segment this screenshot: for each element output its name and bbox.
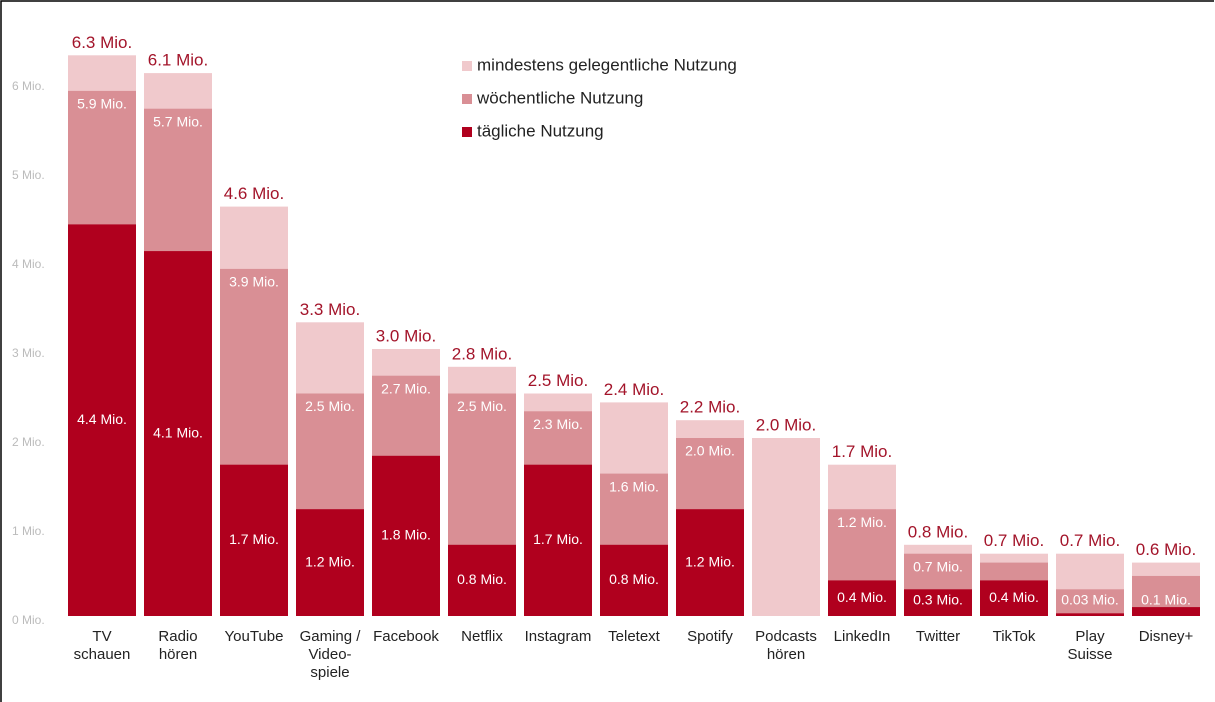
value-label: 2.4 Mio. — [604, 380, 664, 399]
value-label: 2.5 Mio. — [528, 371, 588, 390]
x-tick-label: Twitter — [915, 628, 961, 645]
legend-label: tägliche Nutzung — [477, 121, 604, 140]
bar — [296, 509, 364, 616]
value-label: 0.1 Mio. — [1141, 592, 1191, 608]
value-label: 0.8 Mio. — [457, 571, 507, 587]
value-label: 1.2 Mio. — [305, 553, 355, 569]
x-tick-label: TikTok — [992, 628, 1036, 645]
legend-swatch — [462, 94, 472, 104]
x-tick-label: YouTube — [224, 628, 284, 645]
bar — [220, 464, 288, 616]
value-label: 1.7 Mio. — [832, 442, 892, 461]
value-label: 2.3 Mio. — [533, 416, 583, 432]
bar — [524, 464, 592, 616]
value-label: 1.8 Mio. — [381, 527, 431, 543]
y-tick-label: 0 Mio. — [12, 613, 45, 627]
bar — [752, 438, 820, 616]
x-tick-label: TV schauen — [73, 628, 131, 663]
x-tick-label: Netflix — [461, 628, 503, 645]
value-label: 2.0 Mio. — [685, 443, 735, 459]
x-tick-label: Gaming / Video-spiele — [299, 628, 361, 681]
x-tick-label: Instagram — [524, 628, 592, 645]
value-label: 0.8 Mio. — [908, 522, 968, 541]
bar — [828, 580, 896, 616]
value-label: 1.7 Mio. — [229, 531, 279, 547]
x-tick-label: Spotify — [687, 628, 733, 645]
bar — [1132, 607, 1200, 616]
value-label: 2.7 Mio. — [381, 380, 431, 396]
value-label: 1.2 Mio. — [685, 553, 735, 569]
value-label: 2.5 Mio. — [457, 398, 507, 414]
value-label: 4.1 Mio. — [153, 424, 203, 440]
value-label: 0.7 Mio. — [984, 531, 1044, 550]
value-label: 2.5 Mio. — [305, 398, 355, 414]
value-label: 0.3 Mio. — [913, 592, 963, 608]
value-label: 0.6 Mio. — [1136, 540, 1196, 559]
value-label: 6.1 Mio. — [148, 51, 208, 70]
value-label: 2.8 Mio. — [452, 344, 512, 363]
bar — [144, 251, 212, 616]
value-label: 0.4 Mio. — [837, 589, 887, 605]
y-tick-label: 1 Mio. — [12, 524, 45, 538]
value-label: 4.4 Mio. — [77, 411, 127, 427]
value-label: 3.9 Mio. — [229, 274, 279, 290]
value-label: 0.8 Mio. — [609, 571, 659, 587]
value-label: 1.6 Mio. — [609, 478, 659, 494]
value-label: 0.03 Mio. — [1061, 592, 1119, 608]
value-label: 0.7 Mio. — [1060, 531, 1120, 550]
value-label: 6.3 Mio. — [72, 33, 132, 52]
bar — [676, 509, 744, 616]
value-label: 0.4 Mio. — [989, 589, 1039, 605]
y-tick-label: 6 Mio. — [12, 79, 45, 93]
value-label: 3.0 Mio. — [376, 326, 436, 345]
x-tick-label: Play Suisse — [1067, 628, 1113, 663]
bar — [1056, 613, 1124, 616]
bar — [448, 544, 516, 616]
value-label: 2.2 Mio. — [680, 398, 740, 417]
value-label: 4.6 Mio. — [224, 184, 284, 203]
bar — [980, 580, 1048, 616]
x-tick-label: Disney+ — [1138, 628, 1194, 645]
y-tick-label: 3 Mio. — [12, 346, 45, 360]
value-label: 2.0 Mio. — [756, 415, 816, 434]
bar — [1056, 589, 1124, 616]
x-tick-label: Radio hören — [158, 628, 198, 663]
bar — [904, 589, 972, 616]
x-tick-label: Facebook — [373, 628, 439, 645]
legend-swatch — [462, 127, 472, 137]
value-label: 1.7 Mio. — [533, 531, 583, 547]
x-tick-label: LinkedIn — [833, 628, 891, 645]
bar — [372, 455, 440, 616]
value-label: 0.7 Mio. — [913, 558, 963, 574]
y-tick-label: 2 Mio. — [12, 435, 45, 449]
y-tick-label: 5 Mio. — [12, 168, 45, 182]
value-label: 1.2 Mio. — [837, 514, 887, 530]
legend-swatch — [462, 61, 472, 71]
legend-label: mindestens gelegentliche Nutzung — [477, 55, 737, 74]
value-label: 5.7 Mio. — [153, 113, 203, 129]
value-label: 3.3 Mio. — [300, 300, 360, 319]
value-label: 5.9 Mio. — [77, 96, 127, 112]
x-tick-label: Teletext — [608, 628, 660, 645]
x-tick-label: Podcasts hören — [755, 628, 817, 663]
y-tick-label: 4 Mio. — [12, 257, 45, 271]
bar — [68, 224, 136, 616]
bar — [600, 544, 668, 616]
legend-label: wöchentliche Nutzung — [476, 88, 643, 107]
